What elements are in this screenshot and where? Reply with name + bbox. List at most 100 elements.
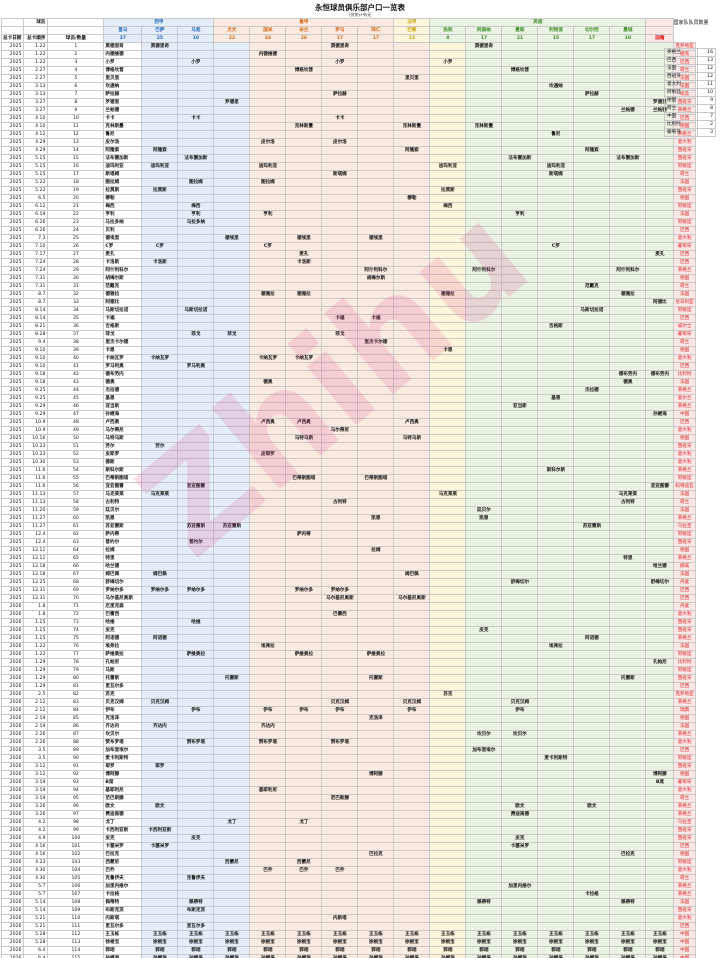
club-cell xyxy=(249,762,287,771)
player-row: 2025 6.26 23 马拉多纳 马拉多纳 阿根廷 xyxy=(0,218,696,227)
club-cell xyxy=(501,746,539,755)
nation-cell: 荷兰 xyxy=(673,282,696,291)
nation-cell: 意大利 xyxy=(673,866,696,875)
year-cell: 2025 xyxy=(0,538,25,547)
order-cell: 67 xyxy=(47,570,105,579)
club-cell xyxy=(573,394,611,403)
player-name: 里杰卡尔德 xyxy=(103,338,143,347)
club-cell xyxy=(141,218,179,227)
club-cell xyxy=(177,298,215,307)
year-cell: 2025 xyxy=(0,186,25,195)
date-cell: 4.30 xyxy=(23,874,49,883)
club-cell: 徐根宝 xyxy=(177,938,215,947)
club-cell xyxy=(609,58,647,67)
order-cell: 103 xyxy=(47,858,105,867)
nation-cell: 法国 xyxy=(673,210,696,219)
club-cell xyxy=(573,186,611,195)
nation-cell: 英格兰 xyxy=(673,810,696,819)
club-cell xyxy=(357,602,395,611)
club-cell xyxy=(537,210,575,219)
nation-cell: 巴西 xyxy=(673,842,696,851)
player-name: 基耶利尼 xyxy=(103,786,143,795)
club-cell xyxy=(609,362,647,371)
player-row: 2026 4.16 101 卡塞米罗 卡塞米罗 卡塞米罗 巴西 xyxy=(0,842,696,851)
player-row: 2026 5.21 110 内斯塔 内斯塔 意大利 xyxy=(0,914,696,923)
year-cell: 2026 xyxy=(0,778,25,787)
club-name: 巴黎 xyxy=(393,26,431,35)
club-cell xyxy=(573,562,611,571)
club-cell: 西蒙尼 xyxy=(213,858,251,867)
date-cell: 11.20 xyxy=(23,506,49,515)
year-cell: 2025 xyxy=(0,282,25,291)
order-cell: 10 xyxy=(47,114,105,123)
club-cell xyxy=(573,690,611,699)
club-cell xyxy=(573,218,611,227)
player-row: 2025 8.7 33 阿德比 阿德比 尼日利亚 xyxy=(0,298,696,307)
club-cell xyxy=(465,602,503,611)
club-cell xyxy=(357,594,395,603)
league-ligue-1: 法甲 xyxy=(393,18,431,27)
club-cell xyxy=(321,730,359,739)
club-name: 曼城 xyxy=(609,26,647,35)
club-cell xyxy=(465,314,503,323)
date-cell: 5.21 xyxy=(23,914,49,923)
club-cell: 郭翊 xyxy=(321,946,359,955)
club-cell xyxy=(357,682,395,691)
club-cell xyxy=(393,730,431,739)
year-cell: 2025 xyxy=(0,586,25,595)
date-cell: 1.8 xyxy=(23,610,49,619)
club-cell: 卡卡 xyxy=(321,114,359,123)
club-cell xyxy=(537,258,575,267)
club-cell xyxy=(645,234,675,243)
club-cell xyxy=(465,298,503,307)
club-cell xyxy=(213,194,251,203)
year-cell: 2025 xyxy=(0,266,25,275)
order-cell: 65 xyxy=(47,554,105,563)
club-cell xyxy=(501,362,539,371)
order-cell: 81 xyxy=(47,682,105,691)
club-cell xyxy=(429,578,467,587)
club-cell xyxy=(573,370,611,379)
club-cell xyxy=(537,442,575,451)
club-cell xyxy=(357,58,395,67)
club-cell xyxy=(177,866,215,875)
club-cell xyxy=(321,122,359,131)
club-cell: 王玉栋 xyxy=(285,930,323,939)
club-cell xyxy=(177,754,215,763)
club-cell xyxy=(501,186,539,195)
order-cell: 34 xyxy=(47,306,105,315)
club-cell xyxy=(573,338,611,347)
nation-cell: 法国 xyxy=(673,642,696,651)
club-cell: 阿隆索 xyxy=(573,146,611,155)
player-name: 里瓦尔多 xyxy=(103,682,143,691)
club-cell xyxy=(141,482,179,491)
club-cell xyxy=(465,722,503,731)
club-cell xyxy=(537,370,575,379)
club-cell: 卡福 xyxy=(321,314,359,323)
club-cell xyxy=(321,338,359,347)
club-cell xyxy=(177,338,215,347)
player-row: 2026 3.26 97 费迪南德 费迪南德 英格兰 xyxy=(0,810,696,819)
club-cell xyxy=(141,794,179,803)
club-cell xyxy=(357,242,395,251)
order-cell: 53 xyxy=(47,458,105,467)
order-cell: 37 xyxy=(47,330,105,339)
club-cell xyxy=(609,194,647,203)
club-cell: 亨利 xyxy=(177,210,215,219)
club-cell xyxy=(609,754,647,763)
header-cell xyxy=(47,26,105,35)
club-cell xyxy=(573,274,611,283)
club-cell xyxy=(321,746,359,755)
year-cell: 2025 xyxy=(0,322,25,331)
order-cell: 114 xyxy=(47,946,105,955)
club-cell xyxy=(393,354,431,363)
club-cell: 郭翊 xyxy=(465,946,503,955)
player-row: 2026 1.15 74 皮克 皮克 西班牙 xyxy=(0,626,696,635)
player-name: 贝利 xyxy=(103,226,143,235)
club-cell xyxy=(465,858,503,867)
club-cell xyxy=(537,514,575,523)
player-row: 2025 9.10 40 卡纳瓦罗 卡纳瓦罗 卡纳瓦罗 卡纳瓦罗 意大利 xyxy=(0,354,696,363)
club-cell xyxy=(285,810,323,819)
club-cell xyxy=(393,258,431,267)
player-name: 拉姆 xyxy=(103,546,143,555)
